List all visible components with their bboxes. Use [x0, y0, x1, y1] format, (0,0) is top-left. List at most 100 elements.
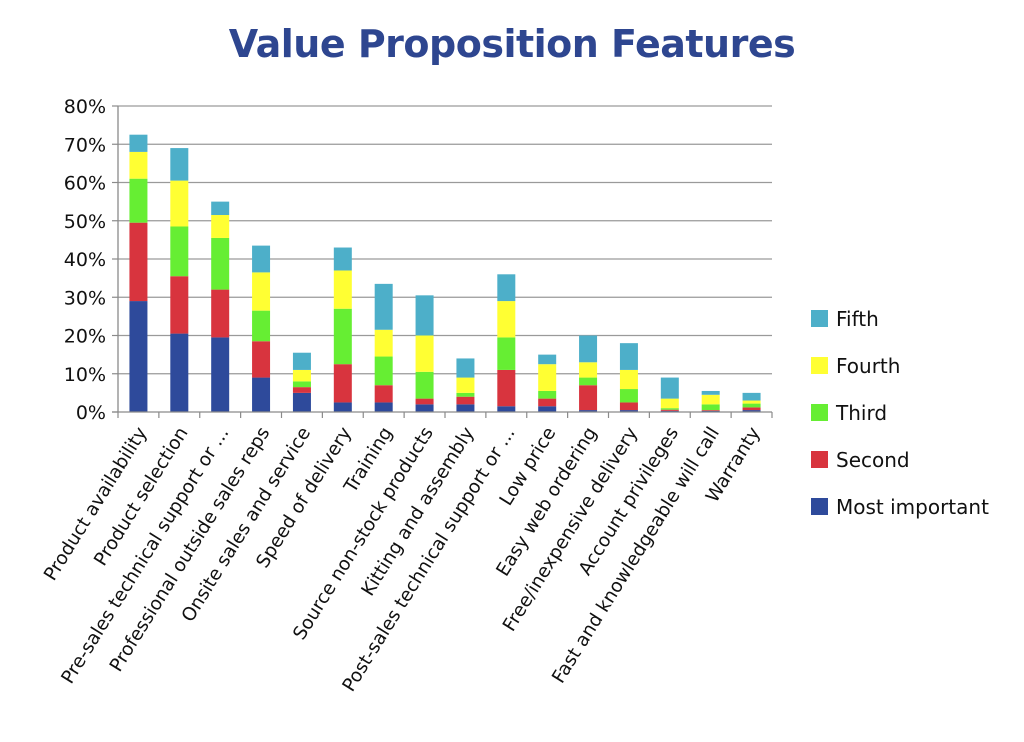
legend-swatch	[811, 310, 828, 327]
bar-segment	[619, 402, 638, 411]
bar-segment	[742, 410, 761, 412]
bar-segment	[333, 308, 352, 365]
legend-label: Third	[835, 401, 887, 425]
bar-segment	[456, 377, 475, 393]
y-tick-label: 80%	[64, 96, 106, 118]
y-tick-label: 0%	[76, 402, 106, 424]
bar-segment	[742, 403, 761, 408]
bar-segment	[497, 274, 516, 302]
bar-segment	[252, 272, 271, 311]
bar-segment	[579, 335, 598, 363]
bar-segment	[742, 400, 761, 404]
bar-segment	[701, 394, 720, 405]
bar-segment	[619, 343, 638, 370]
bar-segment	[497, 337, 516, 370]
bar-segment	[129, 301, 148, 412]
bar-segment	[538, 406, 557, 412]
bar-segment	[170, 148, 189, 181]
bar-segment	[660, 409, 679, 411]
y-tick-label: 60%	[64, 173, 106, 195]
bar-segment	[579, 410, 598, 412]
bar-segment	[619, 369, 638, 390]
category-label: Pre-sales technical support or ...	[57, 424, 233, 688]
y-tick-label: 70%	[64, 134, 106, 156]
bar-segment	[374, 356, 393, 386]
bar-segment	[211, 201, 230, 216]
y-tick-label: 10%	[64, 364, 106, 386]
y-tick-labels: 0% 10% 20% 30% 40% 50% 60% 70% 80%	[64, 96, 106, 424]
legend: Fifth Fourth Third Second Most important	[811, 307, 989, 519]
bar-segment	[538, 398, 557, 407]
bar-segment	[129, 178, 148, 223]
bar-segment	[292, 369, 311, 382]
legend-label: Fifth	[836, 307, 879, 331]
bar-segment	[538, 390, 557, 399]
bar-segment	[701, 390, 720, 395]
bar-segment	[415, 404, 434, 412]
bar-segment	[742, 392, 761, 401]
bar-segment	[374, 283, 393, 330]
bar-segment	[742, 407, 761, 411]
bar-segment	[292, 387, 311, 393]
bar-segment	[292, 381, 311, 388]
bar-segment	[170, 226, 189, 277]
chart-title: Value Proposition Features	[228, 22, 796, 66]
bar-segment	[415, 295, 434, 336]
bar-segment	[129, 222, 148, 302]
bar-segment	[701, 410, 720, 411]
bar-segment	[129, 134, 148, 152]
y-tick-label: 50%	[64, 211, 106, 233]
bar-segment	[415, 335, 434, 372]
legend-swatch	[811, 498, 828, 515]
bars	[129, 134, 761, 412]
bar-segment	[538, 354, 557, 365]
legend-label: Fourth	[836, 354, 900, 378]
bar-segment	[252, 377, 271, 412]
bar-segment	[374, 385, 393, 403]
bar-segment	[374, 402, 393, 412]
bar-segment	[456, 358, 475, 378]
bar-segment	[579, 385, 598, 411]
bar-segment	[579, 377, 598, 386]
legend-label: Most important	[836, 495, 989, 519]
y-tick-label: 30%	[64, 287, 106, 309]
bar-segment	[170, 276, 189, 334]
bar-segment	[252, 245, 271, 273]
bar-segment	[211, 237, 230, 290]
bar-segment	[211, 289, 230, 338]
bar-segment	[333, 247, 352, 271]
bar-segment	[170, 333, 189, 412]
bar-segment	[497, 406, 516, 412]
bar-segment	[292, 392, 311, 412]
bar-segment	[538, 364, 557, 391]
bar-segment	[456, 392, 475, 397]
bar-segment	[579, 362, 598, 378]
legend-label: Second	[836, 448, 910, 472]
bar-segment	[619, 410, 638, 412]
bar-segment	[415, 371, 434, 399]
legend-swatch	[811, 404, 828, 421]
bar-segment	[701, 404, 720, 411]
legend-swatch	[811, 357, 828, 374]
bar-segment	[252, 310, 271, 342]
bar-segment	[456, 396, 475, 405]
bar-segment	[211, 215, 230, 238]
bar-segment	[333, 270, 352, 309]
y-tick-label: 20%	[64, 326, 106, 348]
bar-segment	[211, 337, 230, 412]
bar-segment	[333, 364, 352, 403]
axes	[112, 105, 773, 418]
bar-segment	[374, 329, 393, 357]
bar-segment	[497, 369, 516, 407]
bar-segment	[252, 341, 271, 378]
bar-segment	[333, 402, 352, 412]
bar-segment	[660, 408, 679, 410]
y-tick-label: 40%	[64, 249, 106, 271]
bar-segment	[456, 404, 475, 412]
bar-segment	[660, 377, 679, 399]
bar-segment	[292, 352, 311, 370]
bar-segment	[415, 398, 434, 405]
bar-segment	[497, 301, 516, 338]
